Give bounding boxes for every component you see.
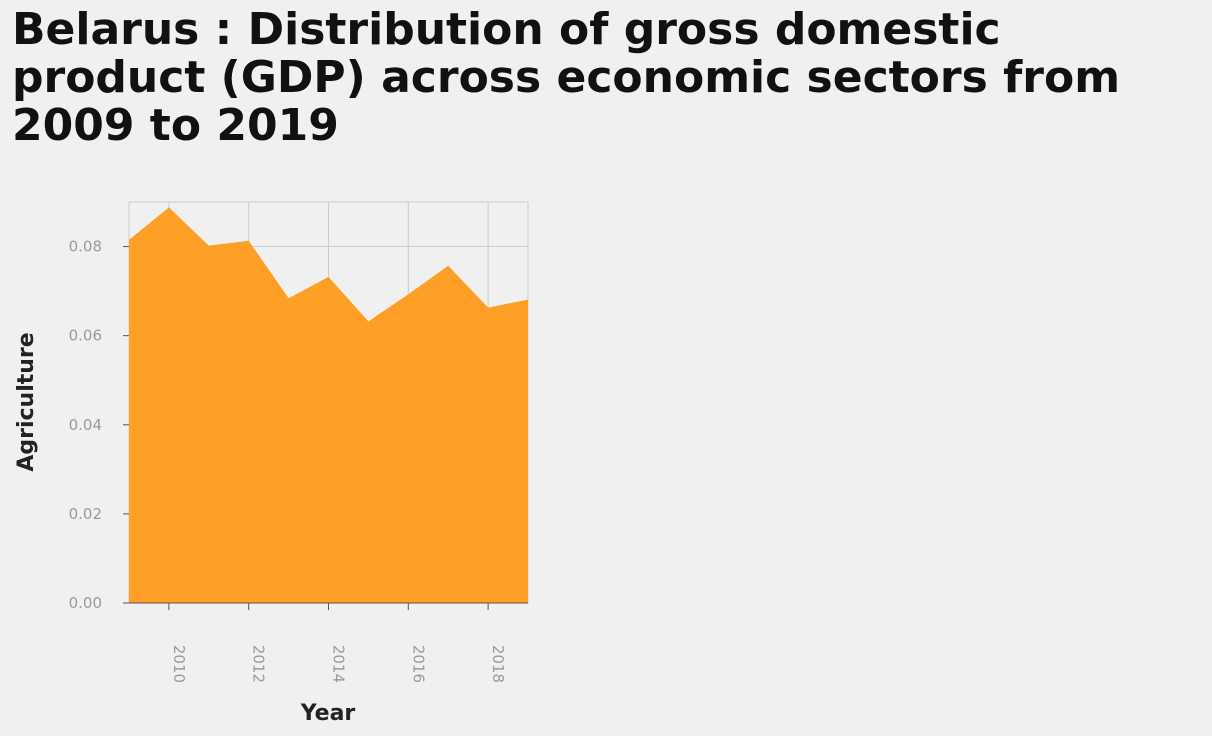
y-axis-title: Agriculture xyxy=(14,332,39,471)
tick-labels: 0.00 0.02 0.04 0.06 0.08 2010 2012 2014 2016 2018 xyxy=(69,238,508,683)
axis-ticks xyxy=(123,246,528,610)
x-tick-label: 2010 xyxy=(170,645,188,683)
y-tick-label: 0.04 xyxy=(69,416,102,434)
x-tick-label: 2014 xyxy=(330,645,348,683)
x-axis-title: Year xyxy=(300,701,356,726)
area-series xyxy=(129,207,528,603)
y-tick-label: 0.08 xyxy=(69,238,102,256)
y-tick-label: 0.02 xyxy=(69,505,102,523)
x-tick-label: 2012 xyxy=(250,645,268,683)
x-tick-label: 2016 xyxy=(409,645,427,683)
y-tick-label: 0.00 xyxy=(69,594,102,612)
y-tick-label: 0.06 xyxy=(69,327,102,345)
chart-title: Belarus : Distribution of gross domestic… xyxy=(12,4,1121,151)
x-tick-label: 2018 xyxy=(489,645,507,683)
